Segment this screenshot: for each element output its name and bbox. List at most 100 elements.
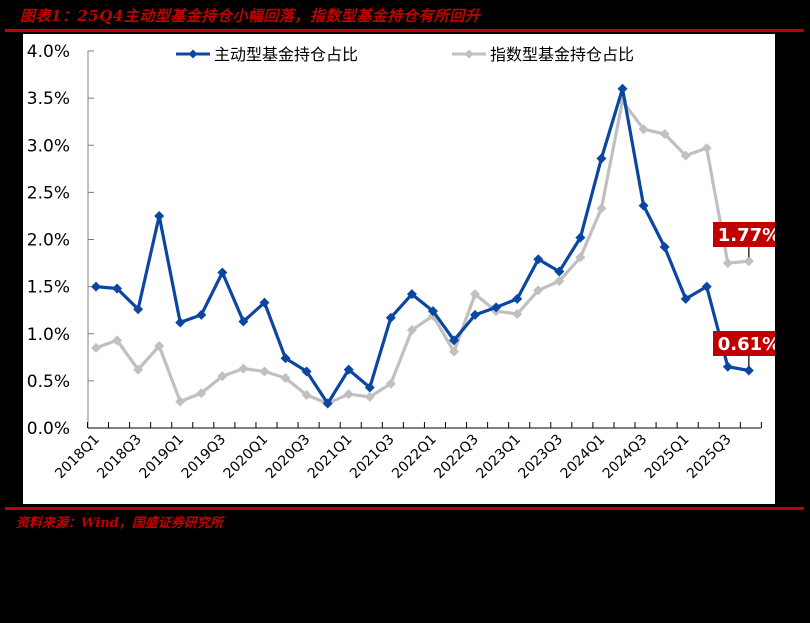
data-point-marker: [575, 252, 586, 263]
data-point-marker: [554, 275, 565, 286]
data-point-marker: [112, 335, 123, 346]
y-tick-label: 3.0%: [27, 136, 70, 156]
line-chart: 主动型基金持仓占比 指数型基金持仓占比 0.0% 0.5% 1.0% 1.5% 2.0% 2…: [27, 42, 785, 483]
data-point-marker: [385, 378, 396, 389]
data-point-marker: [680, 293, 691, 304]
x-tick-label: 2018Q1: [52, 432, 103, 483]
x-tick-label: 2020Q1: [221, 432, 272, 483]
data-point-marker: [743, 365, 754, 376]
series-lines: [91, 83, 754, 409]
x-tick-label: 2019Q1: [136, 432, 187, 483]
data-point-marker: [238, 363, 249, 374]
source-note: 资料来源：Wind，国盛证券研究所: [16, 516, 223, 531]
data-point-marker: [112, 283, 123, 294]
data-point-marker: [196, 388, 207, 399]
source-divider: [5, 507, 804, 510]
data-point-marker: [238, 316, 249, 327]
x-tick-label: 2024Q3: [600, 432, 651, 483]
data-point-marker: [217, 267, 228, 278]
data-point-marker: [659, 242, 670, 253]
data-point-marker: [259, 366, 270, 377]
x-tick-label: 2022Q1: [389, 432, 440, 483]
x-tick-label: 2021Q3: [347, 432, 398, 483]
data-point-marker: [722, 361, 733, 372]
data-point-marker: [596, 203, 607, 214]
data-point-marker: [133, 364, 144, 375]
active-fund-series: [91, 83, 754, 409]
y-axis: 0.0% 0.5% 1.0% 1.5% 2.0% 2.5% 3.0% 3.5% 4.0%: [27, 42, 94, 439]
x-tick-label: 2023Q3: [516, 432, 567, 483]
index-fund-series: [91, 95, 754, 409]
data-point-marker: [449, 335, 460, 346]
x-tick-label: 2025Q3: [684, 432, 735, 483]
data-callouts: 1.77% 0.61%: [713, 222, 785, 367]
data-point-marker: [680, 150, 691, 161]
data-point-marker: [596, 153, 607, 164]
legend-index-fund: 指数型基金持仓占比: [452, 45, 634, 64]
x-tick-label: 2019Q3: [179, 432, 230, 483]
diamond-marker-icon: [464, 49, 474, 59]
data-point-marker: [617, 83, 628, 94]
data-point-marker: [175, 396, 186, 407]
data-point-marker: [91, 342, 101, 353]
x-tick-label: 2022Q3: [431, 432, 482, 483]
data-point-marker: [196, 309, 207, 320]
callout-177: 1.77%: [713, 222, 785, 258]
y-tick-label: 2.0%: [27, 231, 70, 251]
y-tick-label: 4.0%: [27, 42, 70, 62]
x-tick-label: 2024Q1: [558, 432, 609, 483]
data-point-marker: [343, 389, 354, 400]
y-tick-label: 1.0%: [27, 325, 70, 345]
x-tick-label: 2018Q3: [94, 432, 145, 483]
legend-label: 主动型基金持仓占比: [214, 45, 358, 64]
data-point-marker: [701, 143, 712, 154]
data-point-marker: [533, 254, 544, 265]
x-axis: 2018Q12018Q32019Q12019Q32020Q12020Q32021…: [52, 422, 762, 483]
data-point-marker: [554, 266, 565, 277]
data-point-marker: [133, 304, 144, 315]
y-tick-label: 0.5%: [27, 372, 70, 392]
chart-legend: 主动型基金持仓占比 指数型基金持仓占比: [176, 45, 634, 64]
data-point-marker: [512, 308, 523, 319]
x-tick-label: 2023Q1: [473, 432, 524, 483]
data-point-marker: [301, 366, 312, 377]
data-point-marker: [91, 281, 101, 292]
legend-active-fund: 主动型基金持仓占比: [176, 45, 358, 64]
y-tick-label: 3.5%: [27, 89, 70, 109]
data-point-marker: [575, 232, 586, 243]
title-divider: [5, 29, 804, 32]
y-tick-label: 2.5%: [27, 183, 70, 203]
data-point-marker: [406, 324, 417, 335]
data-point-marker: [659, 128, 670, 139]
x-tick-label: 2021Q1: [305, 432, 356, 483]
data-point-marker: [343, 364, 354, 375]
data-point-marker: [406, 289, 417, 300]
data-point-marker: [470, 309, 481, 320]
data-point-marker: [449, 346, 460, 357]
legend-label: 指数型基金持仓占比: [490, 45, 634, 64]
data-point-marker: [512, 293, 523, 304]
data-point-marker: [364, 391, 375, 402]
x-tick-label: 2025Q1: [642, 432, 693, 483]
data-point-marker: [280, 353, 291, 364]
callout-value: 1.77%: [718, 225, 775, 246]
data-point-marker: [175, 317, 186, 328]
data-point-marker: [280, 373, 291, 384]
data-point-marker: [217, 371, 228, 382]
data-point-marker: [743, 256, 754, 267]
chart-panel: 主动型基金持仓占比 指数型基金持仓占比 0.0% 0.5% 1.0% 1.5% 2.0% 2…: [23, 34, 785, 504]
y-tick-label: 0.0%: [27, 419, 70, 439]
data-point-marker: [322, 398, 333, 409]
callout-061: 0.61%: [713, 331, 785, 367]
x-tick-label: 2020Q3: [263, 432, 314, 483]
figure-title: 图表1：25Q4主动型基金持仓小幅回落，指数型基金持仓有所回升: [20, 7, 481, 25]
data-point-marker: [491, 302, 502, 313]
y-tick-label: 1.5%: [27, 278, 70, 298]
diamond-marker-icon: [188, 49, 198, 59]
data-point-marker: [470, 289, 481, 300]
data-point-marker: [722, 258, 733, 269]
data-point-marker: [364, 382, 375, 393]
callout-value: 0.61%: [718, 334, 775, 355]
data-point-marker: [154, 341, 165, 352]
data-point-marker: [154, 210, 165, 221]
